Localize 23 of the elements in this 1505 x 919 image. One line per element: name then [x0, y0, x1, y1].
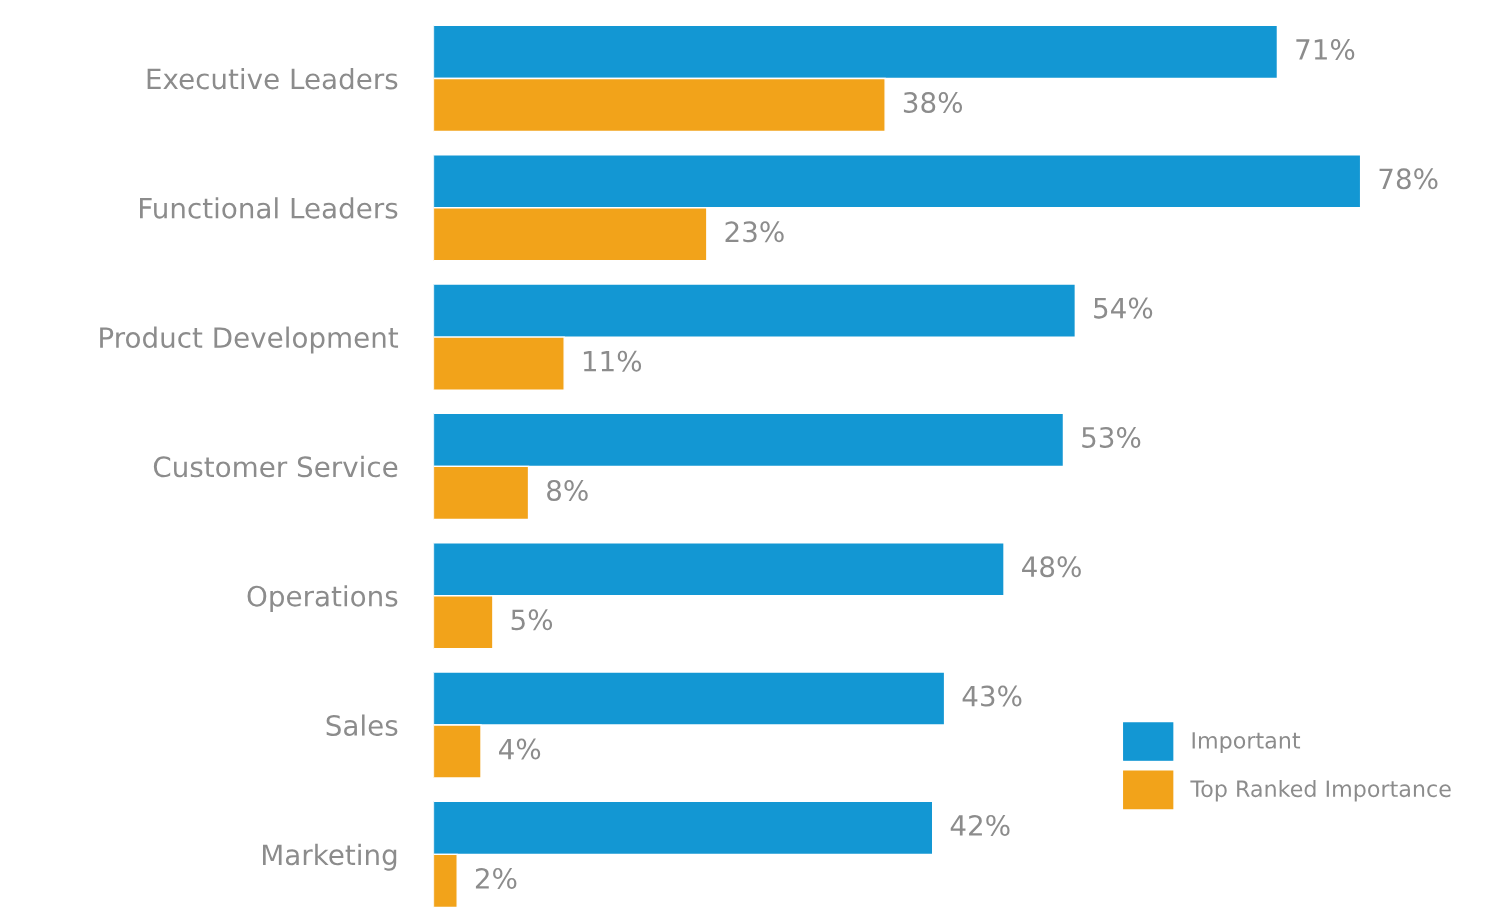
- data-label: 71%: [1296, 38, 1355, 60]
- y-tick-label: Product Development: [100, 326, 399, 354]
- data-label: 78%: [1379, 168, 1438, 190]
- legend-label: Top Ranked Importance: [1190, 779, 1451, 802]
- data-label: 38%: [903, 92, 963, 114]
- y-tick-label: Operations: [247, 585, 398, 613]
- data-label: 5%: [511, 609, 553, 631]
- data-label: 53%: [1082, 426, 1141, 448]
- data-label: 23%: [725, 221, 784, 243]
- y-tick-label: Sales: [326, 714, 398, 736]
- legend-label: Important: [1192, 732, 1301, 754]
- data-label: 54%: [1094, 297, 1153, 319]
- y-tick-label: Functional Leaders: [140, 197, 398, 219]
- y-tick-label: Executive Leaders: [147, 67, 398, 90]
- y-tick-label: Customer Service: [153, 455, 398, 478]
- data-label: 48%: [1022, 556, 1081, 578]
- data-label: 4%: [499, 738, 541, 760]
- y-tick-label: Marketing: [263, 843, 397, 871]
- data-label: 2%: [475, 867, 517, 889]
- data-label: 42%: [950, 814, 1010, 836]
- data-label: 43%: [962, 685, 1022, 707]
- data-label: 11%: [583, 350, 642, 372]
- data-label: 8%: [547, 479, 588, 501]
